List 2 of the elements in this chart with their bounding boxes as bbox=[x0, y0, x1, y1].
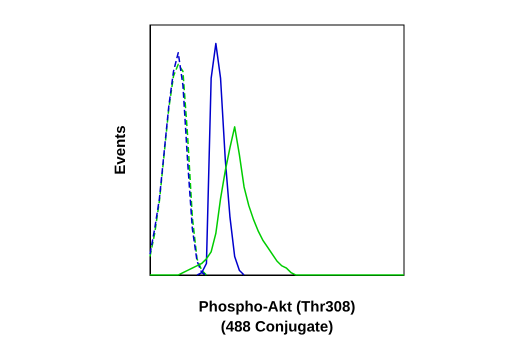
x-axis-title: Phospho-Akt (Thr308) (488 Conjugate) bbox=[198, 298, 356, 336]
y-axis-title: Events bbox=[112, 125, 129, 175]
